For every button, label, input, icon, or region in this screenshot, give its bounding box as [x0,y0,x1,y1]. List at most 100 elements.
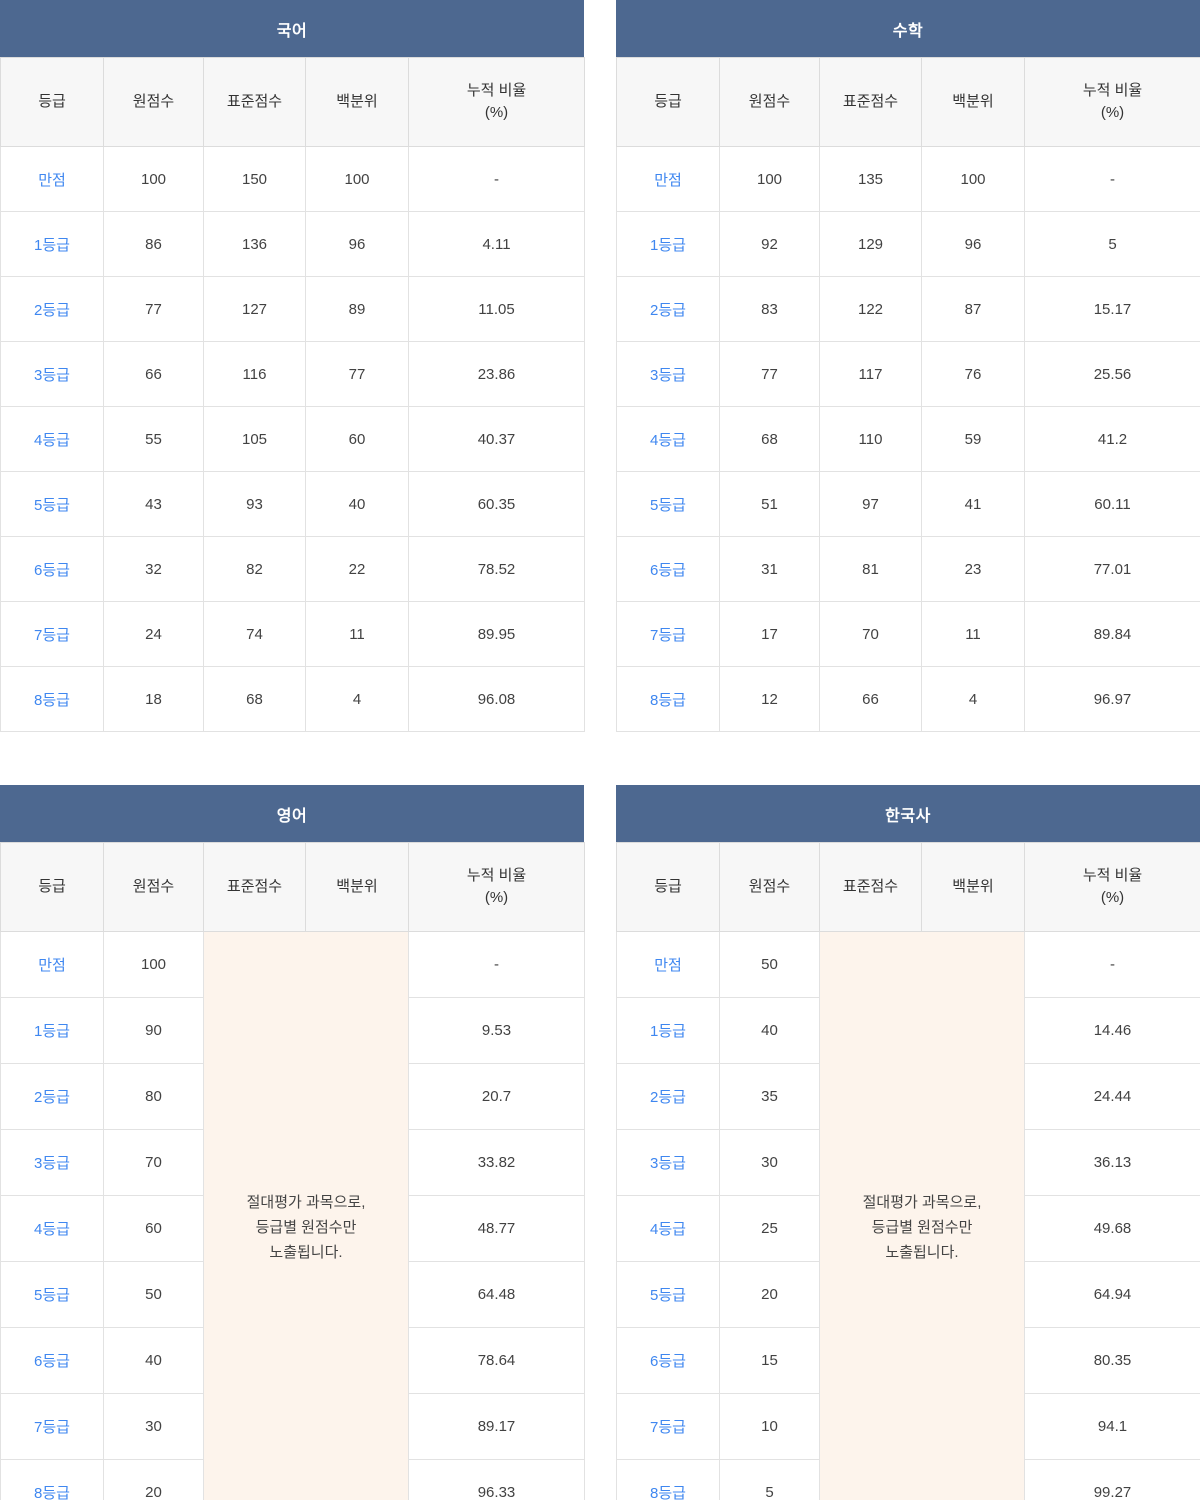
cumulative-ratio-cell: 89.95 [408,601,585,667]
raw-score-cell: 43 [103,471,204,537]
cumulative-ratio-cell: 40.37 [408,406,585,472]
raw-score-cell: 50 [719,931,820,998]
grade-link[interactable]: 2등급 [616,276,720,342]
table-row: 3등급 30 36.13 [616,1129,1200,1196]
raw-score-cell: 20 [103,1459,204,1500]
table-row: 6등급 32 82 22 78.52 [0,536,585,602]
raw-score-cell: 92 [719,211,820,277]
cumulative-ratio-cell: 80.35 [1024,1327,1200,1394]
grade-link[interactable]: 6등급 [616,1327,720,1394]
raw-score-cell: 83 [719,276,820,342]
table-row: 8등급 5 99.27 [616,1459,1200,1500]
table-row: 8등급 12 66 4 96.97 [616,666,1200,732]
table-row: 6등급 31 81 23 77.01 [616,536,1200,602]
grade-link[interactable]: 4등급 [616,406,720,472]
standard-score-cell: 110 [819,406,922,472]
grade-link[interactable]: 만점 [616,146,720,212]
grade-link[interactable]: 6등급 [0,1327,104,1394]
percentile-cell: 100 [921,146,1025,212]
grade-link[interactable]: 4등급 [0,406,104,472]
column-header-standard-score: 표준점수 [203,842,306,932]
grade-link[interactable]: 만점 [0,146,104,212]
grade-link[interactable]: 5등급 [0,471,104,537]
cumulative-ratio-cell: 41.2 [1024,406,1200,472]
grade-link[interactable]: 5등급 [616,471,720,537]
grade-link[interactable]: 2등급 [0,276,104,342]
raw-score-cell: 60 [103,1195,204,1262]
percentile-cell: 100 [305,146,409,212]
grade-link[interactable]: 8등급 [0,666,104,732]
grade-link[interactable]: 3등급 [616,341,720,407]
grade-link[interactable]: 6등급 [0,536,104,602]
grade-link[interactable]: 4등급 [0,1195,104,1262]
raw-score-cell: 86 [103,211,204,277]
grade-link[interactable]: 3등급 [616,1129,720,1196]
cumulative-ratio-cell: 25.56 [1024,341,1200,407]
percentile-cell: 23 [921,536,1025,602]
table-row: 만점 100 135 100- [616,146,1200,212]
cumulative-ratio-cell: - [1024,931,1200,998]
grade-link[interactable]: 만점 [616,931,720,998]
standard-score-cell: 97 [819,471,922,537]
raw-score-cell: 100 [103,931,204,998]
grade-link[interactable]: 2등급 [0,1063,104,1130]
percentile-cell: 41 [921,471,1025,537]
raw-score-cell: 30 [103,1393,204,1460]
column-header-row: 등급 원점수 표준점수 백분위 누적 비율 (%) [0,842,585,932]
grade-link[interactable]: 8등급 [616,666,720,732]
grade-link[interactable]: 5등급 [616,1261,720,1328]
cumulative-ratio-cell: 36.13 [1024,1129,1200,1196]
cumulative-ratio-cell: 77.01 [1024,536,1200,602]
column-header-grade: 등급 [616,842,720,932]
percentile-cell: 40 [305,471,409,537]
raw-score-cell: 15 [719,1327,820,1394]
grade-link[interactable]: 7등급 [616,601,720,667]
table-row: 만점 50 절대평가 과목으로, 등급별 원점수만 노출됩니다. - [616,931,1200,1500]
table-title: 한국사 [616,785,1200,842]
raw-score-cell: 68 [719,406,820,472]
standard-score-cell: 122 [819,276,922,342]
grade-link[interactable]: 1등급 [0,211,104,277]
cumulative-ratio-cell: 89.17 [408,1393,585,1460]
percentile-cell: 89 [305,276,409,342]
grade-link[interactable]: 1등급 [616,211,720,277]
table-row: 3등급 77 117 76 25.56 [616,341,1200,407]
table-body: 만점 50 절대평가 과목으로, 등급별 원점수만 노출됩니다. -1등급 40 14.46 2… [616,931,1200,1500]
cumulative-ratio-cell: 23.86 [408,341,585,407]
grade-link[interactable]: 3등급 [0,1129,104,1196]
grade-link[interactable]: 1등급 [0,997,104,1064]
percentile-cell: 96 [921,211,1025,277]
raw-score-cell: 77 [103,276,204,342]
grade-link[interactable]: 7등급 [616,1393,720,1460]
grade-link[interactable]: 8등급 [616,1459,720,1500]
grade-link[interactable]: 5등급 [0,1261,104,1328]
table-title: 영어 [0,785,584,842]
grade-link[interactable]: 7등급 [0,1393,104,1460]
standard-score-cell: 135 [819,146,922,212]
table-body: 만점 100 150 100-1등급 86 136 96 4.11 2등급 77 127 89 11.0… [0,146,585,732]
absolute-eval-note: 절대평가 과목으로, 등급별 원점수만 노출됩니다. [203,931,409,1500]
column-header-percentile: 백분위 [305,842,409,932]
table-row: 4등급 60 48.77 [0,1195,585,1262]
grade-link[interactable]: 2등급 [616,1063,720,1130]
grade-link[interactable]: 4등급 [616,1195,720,1262]
subject-table-math: 수학 등급 원점수 표준점수 백분위 누적 비율 (%) 만점 100 135 100-… [616,0,1200,732]
raw-score-cell: 25 [719,1195,820,1262]
grade-link[interactable]: 8등급 [0,1459,104,1500]
table-row: 2등급 83 122 87 15.17 [616,276,1200,342]
cumulative-ratio-cell: 89.84 [1024,601,1200,667]
column-header-standard-score: 표준점수 [819,57,922,147]
table-row: 7등급 24 74 11 89.95 [0,601,585,667]
column-header-raw-score: 원점수 [103,57,204,147]
grade-link[interactable]: 3등급 [0,341,104,407]
column-header-raw-score: 원점수 [103,842,204,932]
grade-link[interactable]: 1등급 [616,997,720,1064]
table-row: 7등급 17 70 11 89.84 [616,601,1200,667]
raw-score-cell: 100 [103,146,204,212]
cumulative-ratio-cell: 15.17 [1024,276,1200,342]
grade-link[interactable]: 만점 [0,931,104,998]
cumulative-ratio-cell: 11.05 [408,276,585,342]
grade-link[interactable]: 6등급 [616,536,720,602]
percentile-cell: 4 [305,666,409,732]
grade-link[interactable]: 7등급 [0,601,104,667]
